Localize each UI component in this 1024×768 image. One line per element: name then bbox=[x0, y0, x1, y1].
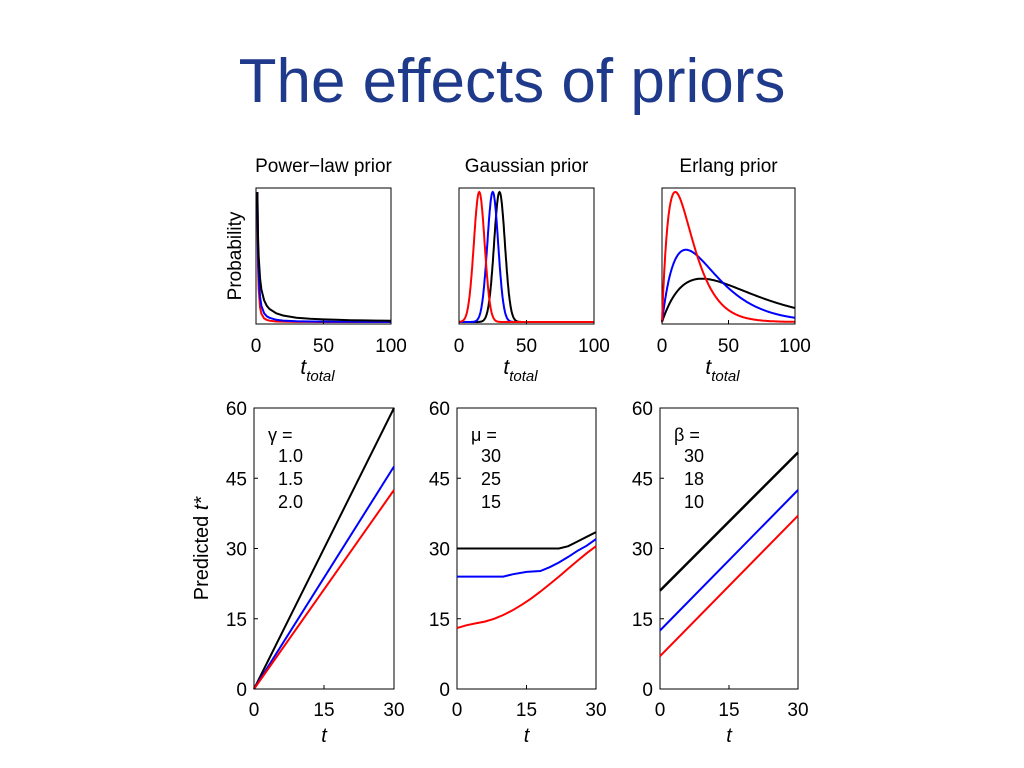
x-tick-label: 0 bbox=[249, 700, 260, 721]
series-line-red bbox=[253, 489, 395, 690]
prior-curve-black bbox=[256, 191, 392, 322]
x-axis-label: t bbox=[321, 725, 328, 747]
x-tick-label: 0 bbox=[452, 700, 463, 721]
prior-panel-3 bbox=[661, 187, 796, 325]
x-tick-label: 50 bbox=[516, 336, 537, 357]
prior-curve-black bbox=[459, 190, 594, 323]
y-tick-label: 45 bbox=[226, 469, 247, 490]
x-tick-label: 30 bbox=[787, 700, 808, 721]
y-tick-label: 30 bbox=[429, 540, 450, 561]
legend-entry-blue: 18 bbox=[684, 469, 704, 489]
y-tick-label: 0 bbox=[642, 680, 653, 701]
x-axis-label: ttotal bbox=[300, 356, 335, 385]
x-tick-label: 15 bbox=[718, 700, 739, 721]
prior-curve-blue bbox=[256, 191, 391, 323]
y-tick-label: 15 bbox=[429, 610, 450, 631]
panel-title: Erlang prior bbox=[679, 156, 778, 177]
legend-entry-black: 30 bbox=[481, 446, 501, 466]
y-axis-label: Probability bbox=[225, 211, 246, 300]
series-line-blue bbox=[659, 489, 799, 632]
plot-frame bbox=[659, 407, 799, 690]
prior-panel-1 bbox=[255, 187, 392, 325]
legend-title: γ = bbox=[268, 425, 293, 445]
legend-entry-red: 10 bbox=[684, 492, 704, 512]
panel-title: Power−law prior bbox=[255, 156, 392, 177]
series-line-blue bbox=[253, 465, 395, 690]
y-tick-label: 15 bbox=[226, 610, 247, 631]
series-line-black bbox=[659, 451, 799, 592]
x-tick-label: 50 bbox=[718, 336, 739, 357]
y-tick-label: 30 bbox=[226, 540, 247, 561]
legend-entry-blue: 1.5 bbox=[278, 469, 303, 489]
series-line-black bbox=[457, 531, 597, 550]
legend-title: β = bbox=[674, 425, 700, 445]
series-line-black bbox=[253, 407, 395, 690]
x-tick-label: 30 bbox=[585, 700, 606, 721]
x-tick-label: 0 bbox=[454, 336, 465, 357]
x-tick-label: 0 bbox=[251, 336, 262, 357]
slide-title: The effects of priors bbox=[238, 47, 786, 116]
x-axis-label: t bbox=[524, 725, 531, 747]
prior-curve-blue bbox=[459, 190, 594, 323]
legend-entry-red: 2.0 bbox=[278, 492, 303, 512]
y-tick-label: 60 bbox=[429, 399, 450, 420]
prediction-panel-3 bbox=[659, 407, 799, 690]
y-tick-label: 60 bbox=[632, 399, 653, 420]
x-tick-label: 15 bbox=[313, 700, 334, 721]
series-line-red bbox=[659, 514, 799, 657]
y-tick-label: 30 bbox=[632, 540, 653, 561]
legend-entry-blue: 25 bbox=[481, 469, 501, 489]
x-tick-label: 100 bbox=[779, 336, 811, 357]
legend-entry-red: 15 bbox=[481, 492, 501, 512]
x-tick-label: 15 bbox=[516, 700, 537, 721]
x-tick-label: 30 bbox=[383, 700, 404, 721]
x-tick-label: 0 bbox=[655, 700, 666, 721]
x-tick-label: 50 bbox=[313, 336, 334, 357]
prediction-panel-2 bbox=[456, 407, 597, 690]
y-tick-label: 0 bbox=[236, 680, 247, 701]
plot-frame bbox=[661, 187, 796, 325]
panel-title: Gaussian prior bbox=[465, 156, 589, 177]
x-axis-label: ttotal bbox=[503, 356, 538, 385]
legend-entry-black: 30 bbox=[684, 446, 704, 466]
prior-curve-red bbox=[459, 190, 594, 323]
y-tick-label: 45 bbox=[429, 469, 450, 490]
plot-frame bbox=[255, 187, 392, 325]
prior-curve-red bbox=[256, 191, 391, 323]
prior-panel-2 bbox=[458, 187, 595, 325]
prior-curve-black bbox=[661, 277, 796, 323]
x-tick-label: 100 bbox=[578, 336, 610, 357]
x-tick-label: 100 bbox=[375, 336, 407, 357]
series-line-red bbox=[456, 545, 597, 630]
x-axis-label: ttotal bbox=[705, 356, 740, 385]
y-tick-label: 15 bbox=[632, 610, 653, 631]
y-tick-label: 0 bbox=[439, 680, 450, 701]
x-tick-label: 0 bbox=[657, 336, 668, 357]
legend-title: μ = bbox=[471, 425, 497, 445]
series-line-blue bbox=[457, 538, 597, 578]
y-tick-label: 60 bbox=[226, 399, 247, 420]
prediction-panel-1 bbox=[253, 407, 395, 690]
prior-curve-blue bbox=[661, 248, 796, 323]
x-axis-label: t bbox=[726, 725, 733, 747]
legend-entry-black: 1.0 bbox=[278, 446, 303, 466]
y-tick-label: 45 bbox=[632, 469, 653, 490]
prior-curve-red bbox=[661, 191, 795, 323]
plot-frame bbox=[458, 187, 595, 325]
y-axis-label: Predicted t* bbox=[191, 496, 213, 601]
